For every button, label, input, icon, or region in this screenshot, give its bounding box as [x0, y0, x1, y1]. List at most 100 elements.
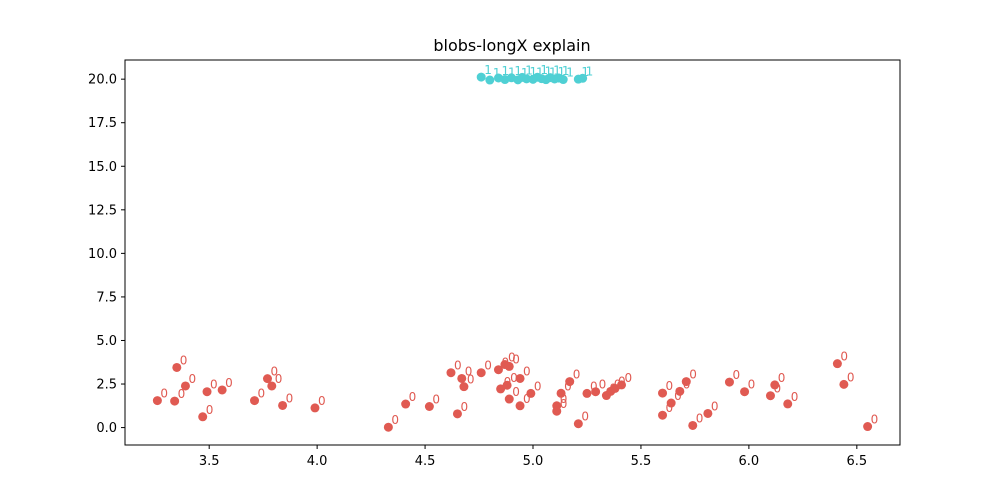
point-label: 0 — [560, 397, 568, 411]
data-point — [457, 373, 467, 383]
point-label: 0 — [484, 359, 492, 373]
point-label: 0 — [318, 394, 326, 408]
data-point — [452, 409, 462, 419]
data-point — [839, 379, 849, 389]
y-tick-label: 17.5 — [88, 116, 117, 131]
data-point — [765, 391, 775, 401]
point-label: 0 — [225, 376, 233, 390]
data-point — [558, 75, 568, 85]
point-label: 0 — [711, 399, 719, 413]
point-label: 0 — [460, 400, 468, 414]
data-point — [552, 406, 562, 416]
data-point — [485, 75, 495, 85]
y-tick-label: 15.0 — [88, 160, 117, 175]
point-label: 0 — [534, 379, 542, 393]
data-point — [522, 74, 532, 84]
point-label: 1 — [549, 66, 557, 80]
point-label: 0 — [210, 378, 218, 392]
x-tick-label: 5.0 — [523, 454, 544, 469]
plot-frame — [124, 59, 901, 446]
point-label: 0 — [773, 382, 781, 396]
point-label: 0 — [275, 372, 283, 386]
point-label: 1 — [545, 65, 553, 79]
data-point — [172, 362, 182, 372]
data-point — [170, 396, 180, 406]
y-tick-label: 10.0 — [88, 247, 117, 262]
data-point — [688, 420, 698, 430]
data-point — [666, 398, 676, 408]
point-label: 1 — [525, 63, 533, 77]
point-label: 0 — [689, 368, 697, 382]
data-point — [740, 387, 750, 397]
point-label: 0 — [573, 368, 581, 382]
point-label: 0 — [160, 387, 168, 401]
data-point — [267, 381, 277, 391]
x-tick-label: 4.5 — [415, 454, 436, 469]
point-label: 0 — [523, 364, 531, 378]
data-point — [502, 380, 512, 390]
point-label: 0 — [847, 370, 855, 384]
point-label: 1 — [484, 63, 492, 77]
data-point — [515, 373, 525, 383]
point-label: 1 — [501, 64, 509, 78]
chart-title: blobs-longX explain — [433, 36, 590, 55]
data-point — [703, 408, 713, 418]
data-point — [504, 394, 514, 404]
point-label: 0 — [286, 391, 294, 405]
point-label: 0 — [732, 368, 740, 382]
data-point — [310, 403, 320, 413]
data-point — [152, 396, 162, 406]
point-label: 1 — [581, 65, 589, 79]
data-point — [278, 400, 288, 410]
point-label: 0 — [599, 378, 607, 392]
x-tick-label: 3.5 — [199, 454, 220, 469]
point-label: 1 — [536, 65, 544, 79]
point-label: 0 — [625, 371, 633, 385]
point-label: 0 — [510, 371, 518, 385]
point-label: 1 — [562, 64, 570, 78]
point-label: 1 — [558, 65, 566, 79]
data-point — [504, 361, 514, 371]
point-label: 0 — [791, 390, 799, 404]
point-label: 0 — [270, 365, 278, 379]
data-point — [217, 385, 227, 395]
point-label: 0 — [840, 350, 848, 364]
point-label: 0 — [391, 413, 399, 427]
point-label: 1 — [508, 66, 516, 80]
point-label: 0 — [523, 392, 531, 406]
data-point — [262, 374, 272, 384]
point-label: 0 — [512, 352, 520, 366]
data-point — [493, 365, 503, 375]
point-label: 1 — [586, 64, 594, 78]
point-label: 1 — [493, 66, 501, 80]
point-label: 0 — [467, 373, 475, 387]
point-label: 1 — [530, 65, 538, 79]
point-label: 0 — [778, 371, 786, 385]
point-label: 0 — [178, 387, 186, 401]
data-point — [675, 386, 685, 396]
y-tick-label: 20.0 — [88, 73, 117, 88]
data-point — [383, 422, 393, 432]
data-point — [578, 73, 588, 83]
chart-axes: 3.5 4.0 4.5 5.0 5.5 6.0 6.5 0.0 2.5 5.0 7.5 10.0 12.… — [88, 59, 901, 469]
data-point — [446, 368, 456, 378]
data-point — [591, 387, 601, 397]
point-label: 1 — [540, 63, 548, 77]
data-point — [526, 388, 536, 398]
point-label: 0 — [432, 393, 440, 407]
point-label: 0 — [512, 385, 520, 399]
data-point — [573, 419, 583, 429]
y-tick-label: 7.5 — [96, 290, 117, 305]
point-label: 0 — [581, 410, 589, 424]
data-point — [832, 359, 842, 369]
point-label: 0 — [258, 387, 266, 401]
x-tick-label: 6.5 — [846, 454, 867, 469]
point-label: 0 — [508, 351, 516, 365]
data-point — [424, 402, 434, 411]
point-label: 0 — [696, 411, 704, 425]
point-label: 0 — [871, 413, 879, 427]
x-tick-label: 5.5 — [631, 454, 652, 469]
data-point — [582, 388, 592, 398]
